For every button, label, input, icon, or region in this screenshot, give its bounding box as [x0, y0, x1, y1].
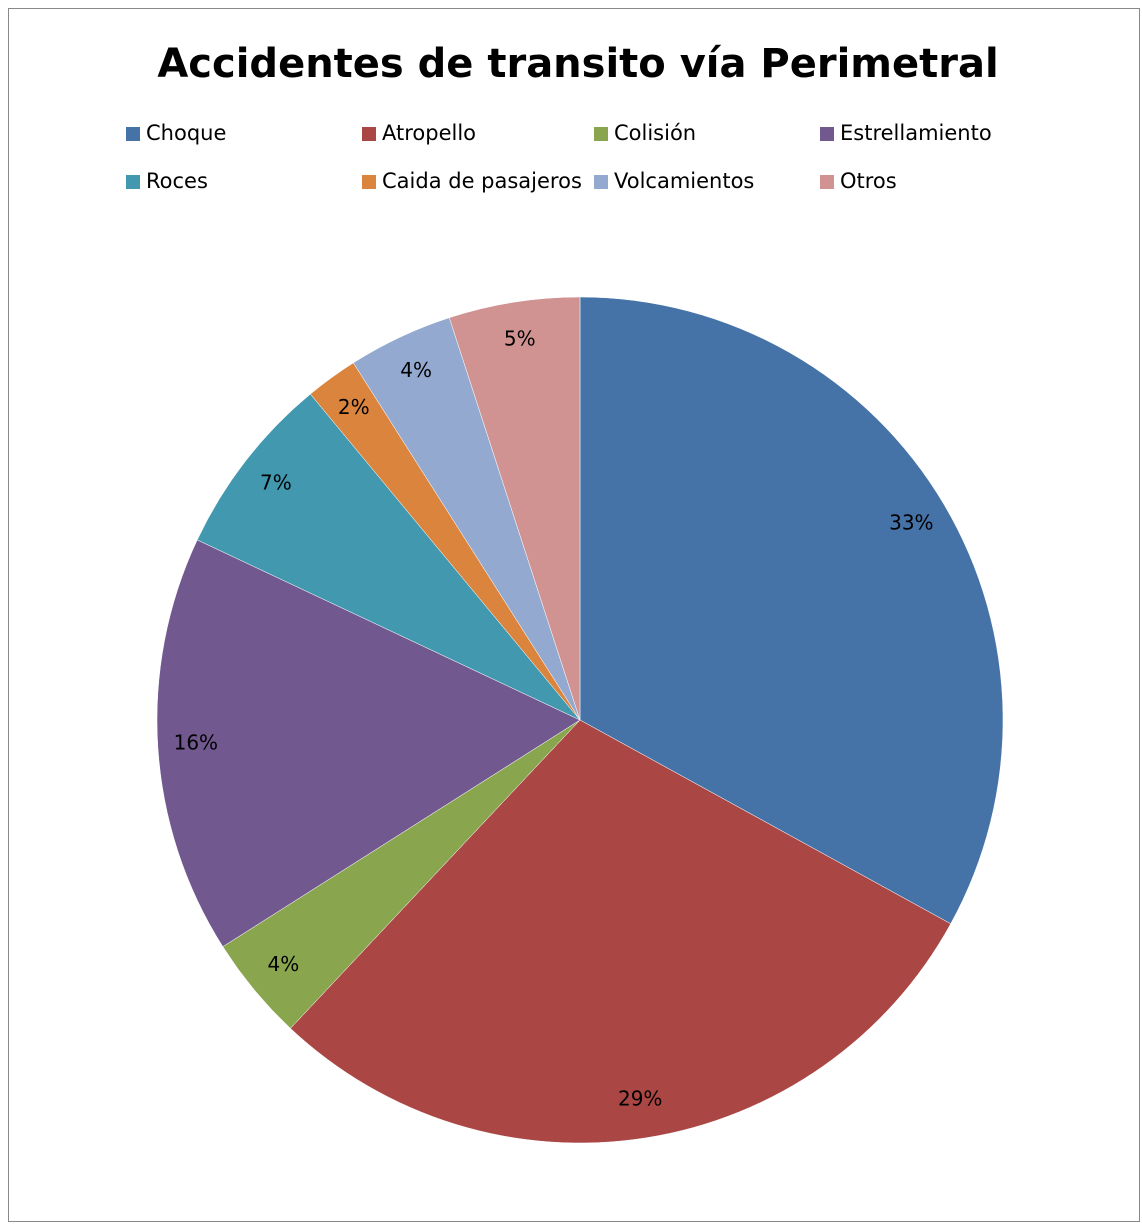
- pie-slice: [196, 393, 581, 721]
- legend-swatch: [820, 127, 834, 141]
- legend-label: Choque: [146, 121, 226, 145]
- legend-label: Volcamientos: [614, 169, 754, 193]
- data-label: 2%: [338, 395, 370, 419]
- legend-label: Colisión: [614, 121, 696, 145]
- data-label: 33%: [889, 511, 933, 535]
- legend-swatch: [594, 175, 608, 189]
- legend-swatch: [362, 127, 376, 141]
- data-label: 29%: [618, 1087, 662, 1111]
- legend-label: Estrellamiento: [840, 121, 992, 145]
- pie-slice: [290, 719, 952, 1144]
- legend-swatch: [126, 127, 140, 141]
- chart-title: Accidentes de transito vía Perimetral: [157, 41, 998, 87]
- data-label: 16%: [174, 731, 218, 755]
- data-label: 4%: [400, 358, 432, 382]
- data-label: 5%: [504, 326, 536, 350]
- pie-slice: [579, 296, 1004, 925]
- legend-swatch: [594, 127, 608, 141]
- legend-label: Otros: [840, 169, 897, 193]
- legend-label: Caida de pasajeros: [382, 169, 582, 193]
- pie-slice: [156, 539, 581, 948]
- legend-swatch: [126, 175, 140, 189]
- legend-label: Roces: [146, 169, 208, 193]
- data-label: 4%: [268, 952, 300, 976]
- legend-swatch: [820, 175, 834, 189]
- data-label: 7%: [260, 471, 292, 495]
- pie-slice: [448, 296, 581, 721]
- legend-swatch: [362, 175, 376, 189]
- legend-label: Atropello: [382, 121, 476, 145]
